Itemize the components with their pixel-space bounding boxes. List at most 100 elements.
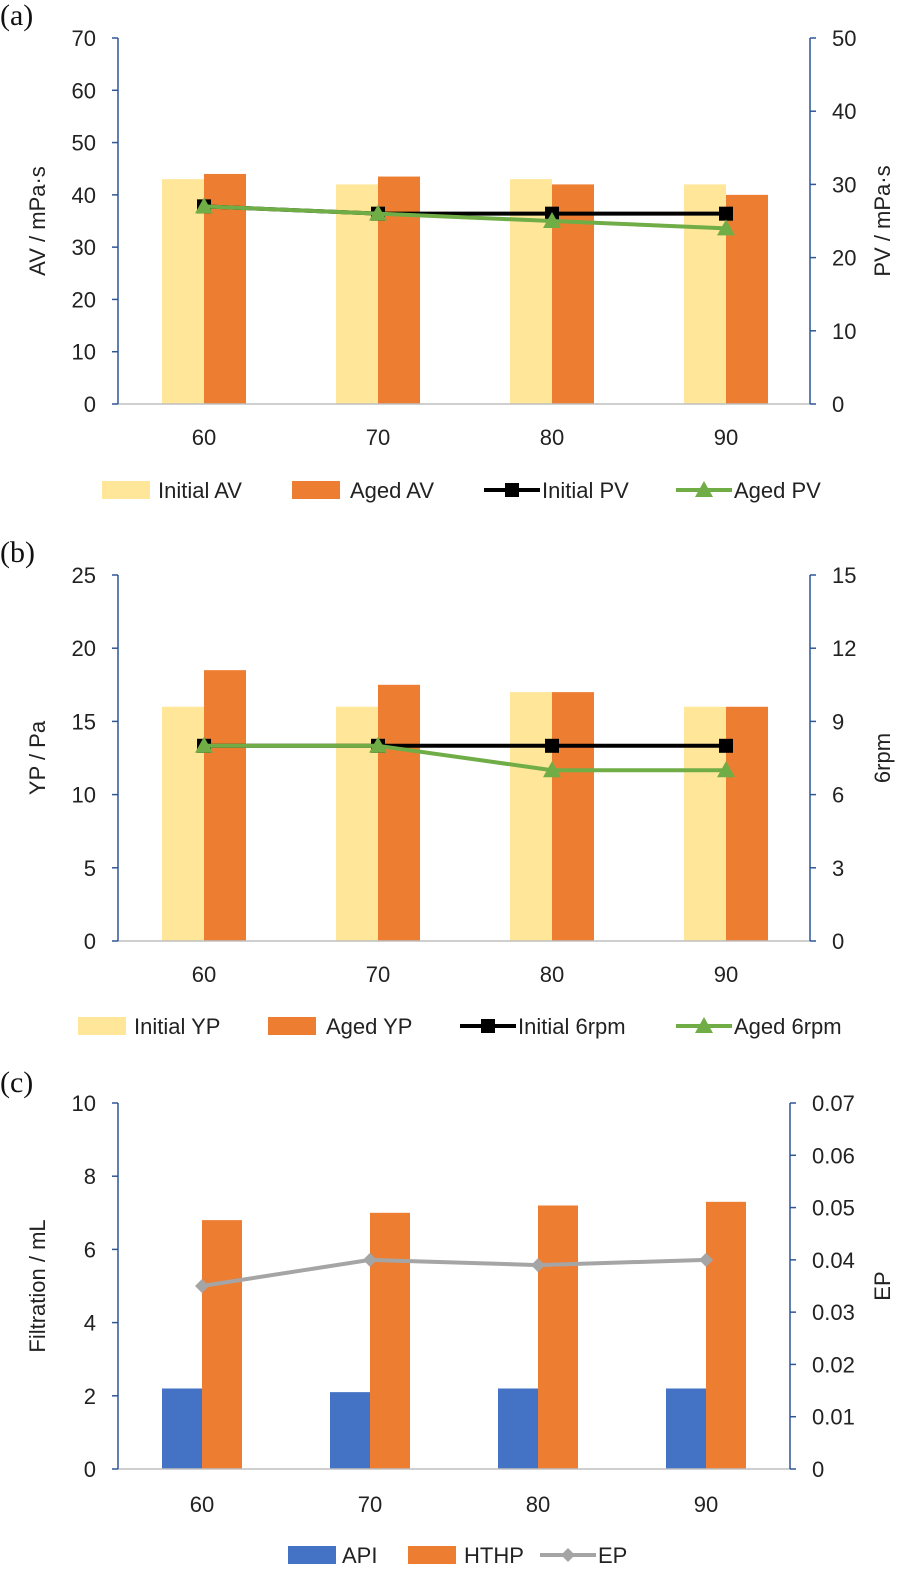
legend: Initial YP Aged YP Initial 6rpm Aged 6rpm: [78, 1014, 842, 1039]
legend-label: API: [342, 1543, 377, 1568]
point-ep: [363, 1252, 377, 1267]
point-aged-6rpm: [195, 736, 213, 753]
legend: Initial AV Aged AV Initial PV Aged PV: [102, 478, 821, 503]
y-tick-label: 10: [72, 783, 96, 808]
chart-panel-3: (c) 0 2 4 6 8 10 Filtration / mL 0 0.01 0.02 0.03 0.…: [0, 1066, 895, 1568]
y2-tick-label: 0.01: [812, 1405, 855, 1430]
y2-tick-label: 30: [832, 172, 856, 197]
bar-hthp: [202, 1220, 242, 1469]
y2-tick-label: 0.07: [812, 1091, 855, 1116]
panel-label: (c): [0, 1066, 33, 1099]
chart-panel-1: (a) 0 10 20 30 40 50 60 70 AV / mPa·s 0 10 20 30 40 50 P…: [0, 0, 895, 503]
x-tick-label: 80: [540, 425, 564, 450]
y2-tick-label: 40: [832, 99, 856, 124]
y2-tick-label: 0.06: [812, 1143, 855, 1168]
x-tick-label: 90: [714, 962, 738, 987]
y2-tick-label: 0.03: [812, 1300, 855, 1325]
y2-tick-label: 0: [832, 929, 844, 954]
bar-aged-yp: [552, 692, 594, 941]
y-tick-label: 0: [84, 1457, 96, 1482]
bar-api: [498, 1388, 538, 1469]
bar-initial-av: [162, 179, 204, 404]
x-tick-label: 60: [192, 962, 216, 987]
legend-swatch: [102, 481, 150, 499]
point-initial-pv: [719, 206, 733, 221]
bar-api: [330, 1392, 370, 1469]
bar-api: [162, 1388, 202, 1469]
bar-hthp: [538, 1205, 578, 1469]
point-aged-6rpm: [717, 761, 735, 778]
y-tick-label: 0: [84, 392, 96, 417]
legend-swatch: [292, 481, 340, 499]
point-ep: [195, 1279, 209, 1293]
panel-label: (a): [0, 0, 33, 32]
y-tick-label: 0: [84, 929, 96, 954]
legend-swatch: [288, 1546, 336, 1564]
y-axis-label: YP / Pa: [25, 720, 50, 795]
y2-axis-label: EP: [870, 1271, 895, 1300]
point-initial-6rpm: [545, 738, 559, 753]
point-aged-6rpm: [369, 736, 387, 753]
y2-tick-label: 20: [832, 246, 856, 271]
legend-label: Aged YP: [326, 1014, 412, 1039]
x-tick-label: 60: [190, 1492, 214, 1517]
bar-aged-av: [726, 194, 768, 404]
y-tick-label: 25: [72, 563, 96, 588]
legend-label: Initial PV: [542, 478, 629, 503]
y-tick-label: 10: [72, 340, 96, 365]
y-tick-label: 20: [72, 287, 96, 312]
x-tick-label: 70: [366, 425, 390, 450]
bar-initial-yp: [510, 692, 552, 941]
line-aged-pv: [203, 204, 727, 231]
y-tick-label: 40: [72, 183, 96, 208]
y-tick-label: 5: [84, 856, 96, 881]
y-axis-label: Filtration / mL: [25, 1219, 50, 1352]
y-tick-label: 60: [72, 78, 96, 103]
y-tick-label: 20: [72, 636, 96, 661]
y-tick-label: 6: [84, 1237, 96, 1262]
x-tick-label: 70: [366, 962, 390, 987]
legend-marker: [481, 1019, 495, 1033]
point-ep: [531, 1258, 545, 1273]
legend-label: Initial YP: [134, 1014, 220, 1039]
y-tick-label: 10: [72, 1091, 96, 1116]
y2-tick-label: 12: [832, 636, 856, 661]
point-aged-pv: [717, 219, 735, 236]
y2-tick-label: 6: [832, 783, 844, 808]
bar-initial-av: [336, 184, 378, 404]
x-tick-label: 80: [526, 1492, 550, 1517]
x-tick-label: 60: [192, 425, 216, 450]
legend-marker: [695, 481, 713, 497]
legend-label: EP: [598, 1543, 627, 1568]
chart-panel-2: (b) 0 5 10 15 20 25 YP / Pa 0 3 6 9 12 15 6rpm 60 70 80 90…: [0, 536, 895, 1039]
line-aged-6rpm: [204, 743, 726, 773]
line-ep: [201, 1257, 707, 1288]
y2-tick-label: 10: [832, 319, 856, 344]
x-tick-label: 70: [358, 1492, 382, 1517]
y-tick-label: 30: [72, 235, 96, 260]
bar-aged-yp: [378, 684, 420, 941]
y2-tick-label: 3: [832, 856, 844, 881]
x-tick-label: 80: [540, 962, 564, 987]
legend-label: Initial AV: [158, 478, 242, 503]
y-tick-label: 4: [84, 1311, 96, 1336]
legend-label: HTHP: [464, 1543, 524, 1568]
point-aged-pv: [369, 204, 387, 221]
legend-label: Aged 6rpm: [734, 1014, 842, 1039]
bar-aged-yp: [204, 670, 246, 941]
legend-marker: [505, 483, 519, 497]
bar-hthp: [706, 1201, 746, 1469]
y2-tick-label: 0: [812, 1457, 824, 1482]
legend-label: Aged PV: [734, 478, 821, 503]
legend-marker: [561, 1548, 575, 1562]
y-tick-label: 50: [72, 131, 96, 156]
point-ep: [699, 1252, 713, 1267]
point-aged-pv: [195, 197, 213, 214]
legend: API HTHP EP: [288, 1543, 627, 1568]
legend-swatch: [78, 1017, 126, 1035]
y2-tick-label: 0.05: [812, 1196, 855, 1221]
legend-marker: [695, 1017, 713, 1033]
bar-initial-av: [684, 184, 726, 404]
y2-tick-label: 9: [832, 709, 844, 734]
